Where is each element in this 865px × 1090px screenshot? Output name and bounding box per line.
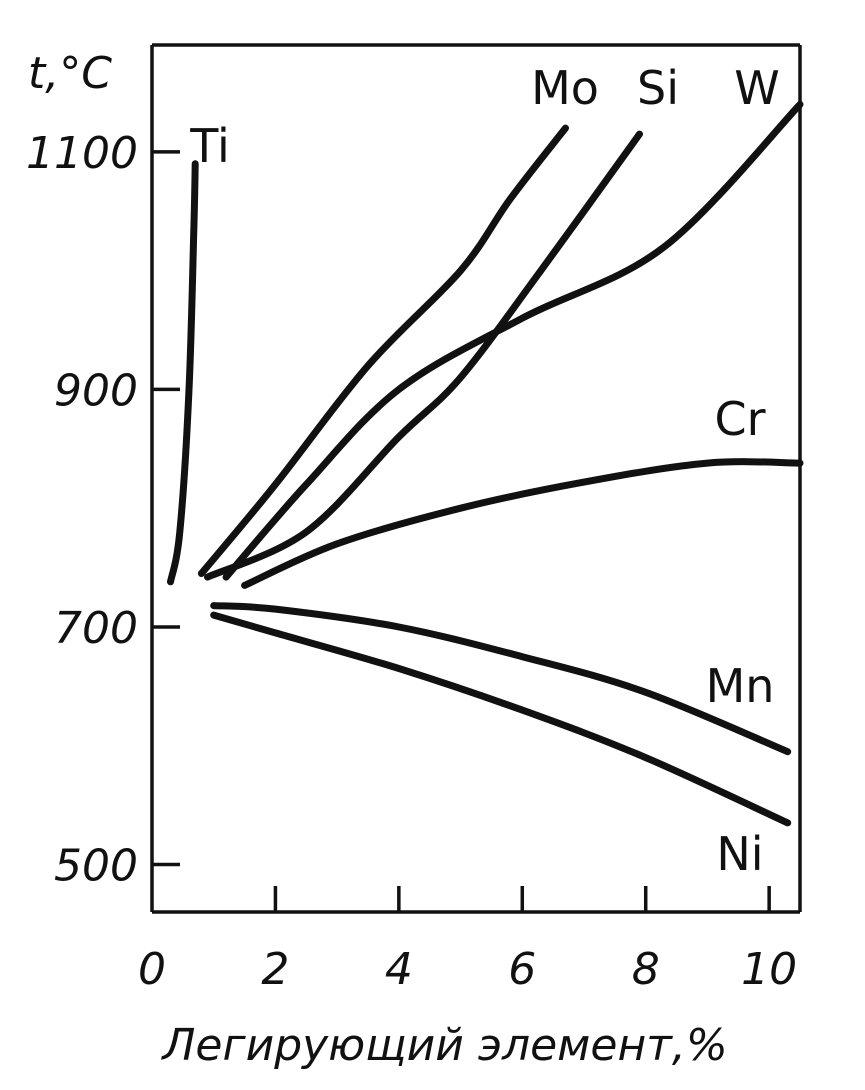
- y-tick-label: 700: [54, 603, 138, 654]
- series-line-ni: [210, 611, 792, 827]
- x-tick-label: 0: [138, 944, 166, 995]
- series-label-ni: Ni: [716, 827, 763, 881]
- x-tick-label: 10: [741, 944, 797, 995]
- x-ticks: 0 2 4 6 8 10: [138, 886, 797, 995]
- series-labels: Ti Mo Si W Cr Mn Ni: [189, 61, 779, 881]
- x-tick-label: 2: [261, 944, 289, 995]
- y-tick-label: 900: [54, 365, 138, 416]
- x-tick-label: 6: [508, 944, 536, 995]
- series-label-w: W: [734, 61, 779, 115]
- y-axis-title: t,°C: [28, 48, 112, 99]
- series-label-si: Si: [637, 61, 679, 115]
- y-ticks: 500 700 900 1100: [26, 128, 180, 891]
- series-line-cr: [241, 458, 804, 589]
- x-axis-title: Легирующий элемент,%: [160, 1020, 727, 1071]
- y-tick-label: 1100: [26, 128, 138, 179]
- plot-frame: [150, 43, 802, 914]
- y-tick-label: 500: [54, 840, 138, 891]
- series-line-w: [222, 100, 804, 581]
- series-label-mn: Mn: [706, 659, 775, 713]
- series-label-mo: Mo: [531, 61, 599, 115]
- series-label-cr: Cr: [714, 392, 765, 446]
- x-tick-label: 8: [632, 944, 660, 995]
- series-line-si: [204, 130, 643, 581]
- x-tick-label: 4: [385, 944, 413, 995]
- series-label-ti: Ti: [189, 119, 229, 173]
- series-line-mo: [197, 124, 569, 577]
- series-lines: [167, 100, 804, 827]
- series-line-mn: [210, 602, 792, 756]
- series-line-ti: [167, 160, 199, 586]
